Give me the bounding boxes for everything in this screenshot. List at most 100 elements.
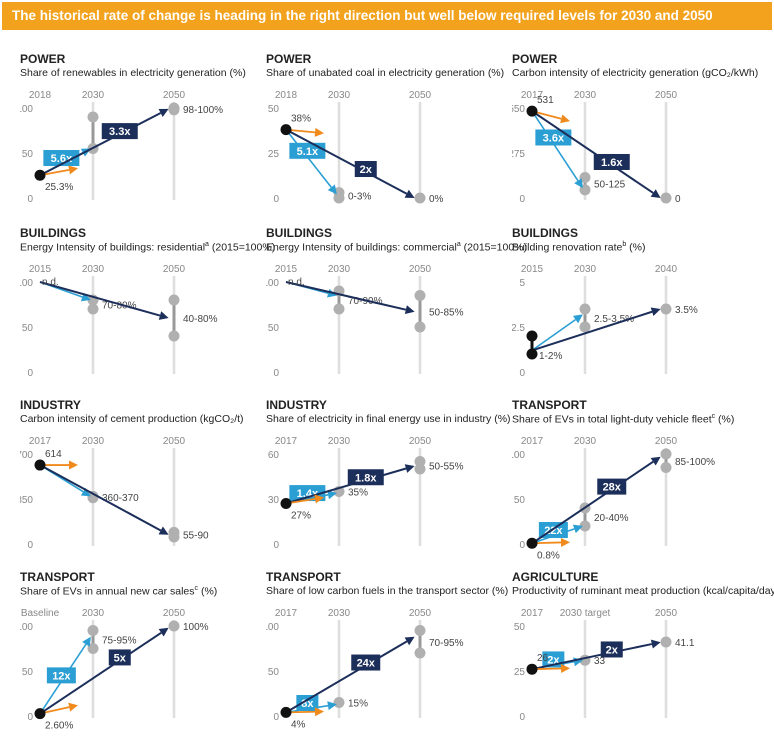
x-tick-label: 2030 [82,90,105,101]
panel-title: Share of unabated coal in electricity ge… [266,67,504,79]
start-marker [280,706,292,718]
target-label: 40-80% [183,314,218,325]
y-tick-label: 30 [268,495,280,506]
panel-title: Energy Intensity of buildings: residenti… [20,241,275,254]
x-tick-label: 2050 [409,608,432,619]
target-label: 70-90% [348,296,383,307]
required-arrow [39,108,169,177]
x-tick-label: 2050 [163,90,186,101]
target-marker-low [414,647,426,659]
svg-text:2x: 2x [606,644,619,656]
x-tick-label: 2017 [275,608,298,619]
required-multiplier-badge: 3.3x [101,123,138,140]
start-marker [280,124,292,136]
chart-svg: 60 30 0 2017 2030 2050 35% 50-55% 1.4x 1.8x 27% [268,436,464,551]
svg-text:1.6x: 1.6x [601,157,623,169]
panel-3: POWER Carbon intensity of electricity gen… [512,52,762,228]
y-tick-label: 0 [27,368,33,379]
required-multiplier-badge: 2x [600,641,623,658]
x-tick-label: 2030 [328,90,351,101]
target-label: 100% [183,622,209,633]
x-tick-label: 2030 target [560,608,611,619]
current-trend-arrow [531,110,570,124]
x-tick-label: 2030 [574,90,597,101]
panel-title-text: Productivity of ruminant meat production [512,585,700,597]
panel-unit: (kcal/capita/day) [702,585,774,597]
y-tick-label: 0 [519,194,525,205]
panel-unit: (%) [494,413,511,425]
y-tick-label: 100 [266,278,279,289]
y-tick-label: 50 [514,495,526,506]
y-tick-label: 50 [268,667,280,678]
x-tick-label: 2050 [163,436,186,447]
y-tick-label: 0 [27,194,33,205]
x-tick-label: 2018 [275,90,298,101]
y-tick-label: 25 [514,667,526,678]
panel-unit: (%) [487,67,505,79]
target-label: 50-55% [429,461,464,472]
panel-title-text: Building renovation rate [512,241,623,254]
y-tick-label: 0 [519,368,525,379]
panel-unit: (2015=100%) [211,241,276,254]
required-arrow [285,464,415,505]
y-tick-label: 0 [273,194,279,205]
required-arrow [531,456,661,545]
required-arrow [531,639,661,671]
required-multiplier-badge: 28x [597,478,627,495]
panel-title: Building renovation rateb (%) [512,241,646,254]
svg-text:28x: 28x [603,482,622,494]
panel-title-text: Share of unabated coal in electricity ge… [266,67,485,79]
panel-sector: POWER [512,52,558,66]
x-tick-label: 2050 [163,608,186,619]
target-marker-low [579,520,591,532]
required-arrow [285,636,415,714]
svg-text:1.8x: 1.8x [355,472,377,484]
y-tick-label: 0 [519,712,525,723]
banner: The historical rate of change is heading… [2,2,772,30]
svg-text:3.6x: 3.6x [543,132,565,144]
start-label: n.d. [42,277,59,288]
x-tick-label: 2017 [521,90,544,101]
x-tick-label: 2018 [29,90,52,101]
chart-svg: 100 50 0 2015 2030 2050 70-90% 50-85% n.d. [266,264,464,379]
start-marker-high [526,330,538,342]
svg-text:22x: 22x [544,525,563,537]
x-tick-label: 2030 [82,264,105,275]
panel-title-text: Share of renewables in electricity gener… [20,67,227,79]
start-label: n.d. [288,277,305,288]
panel-title-text: Energy Intensity of buildings: residenti… [20,241,206,254]
required-arrow [39,627,169,715]
target-marker [660,303,672,315]
required-arrow [39,464,169,535]
target-marker-high [168,294,180,306]
panel-sector: INDUSTRY [20,398,81,412]
x-tick-label: 2015 [29,264,52,275]
required-multiplier-badge: 2x [354,161,377,178]
panel-11: TRANSPORT Share of low carbon fuels in th… [266,570,516,746]
target-label: 3.5% [675,305,698,316]
target-marker [333,697,345,708]
panel-title: Carbon intensity of electricity generati… [512,67,758,79]
target-marker-low [87,303,99,315]
panel-title: Share of low carbon fuels in the transpo… [266,585,508,597]
x-tick-label: 2030 [328,264,351,275]
target-label: 41.1 [675,638,695,649]
panel-title: Carbon intensity of cement production (k… [20,413,244,425]
panel-unit: (%) [200,585,218,598]
panel-sector: POWER [20,52,66,66]
target-label: 85-100% [675,457,715,468]
x-tick-label: 2050 [655,90,678,101]
panel-12: AGRICULTURE Productivity of ruminant meat… [512,570,774,746]
chart-svg: 100 50 0 Baseline 2030 2050 75-95% 100% 12x 5x 2.6… [20,608,209,732]
target-marker-low [168,531,180,543]
panel-title: Share of renewables in electricity gener… [20,67,246,79]
accelerated-multiplier-badge: 3.6x [535,129,572,146]
start-label: 38% [291,114,311,125]
panel-title-footnote: a [456,241,461,248]
panel-title-text: Share of EVs in annual new car sales [20,585,195,598]
y-tick-label: 25 [268,149,280,160]
y-tick-label: 50 [22,667,34,678]
panel-title-text: Share of low carbon fuels in the transpo… [266,585,489,597]
panel-unit: (kgCO₂/t) [199,413,244,425]
